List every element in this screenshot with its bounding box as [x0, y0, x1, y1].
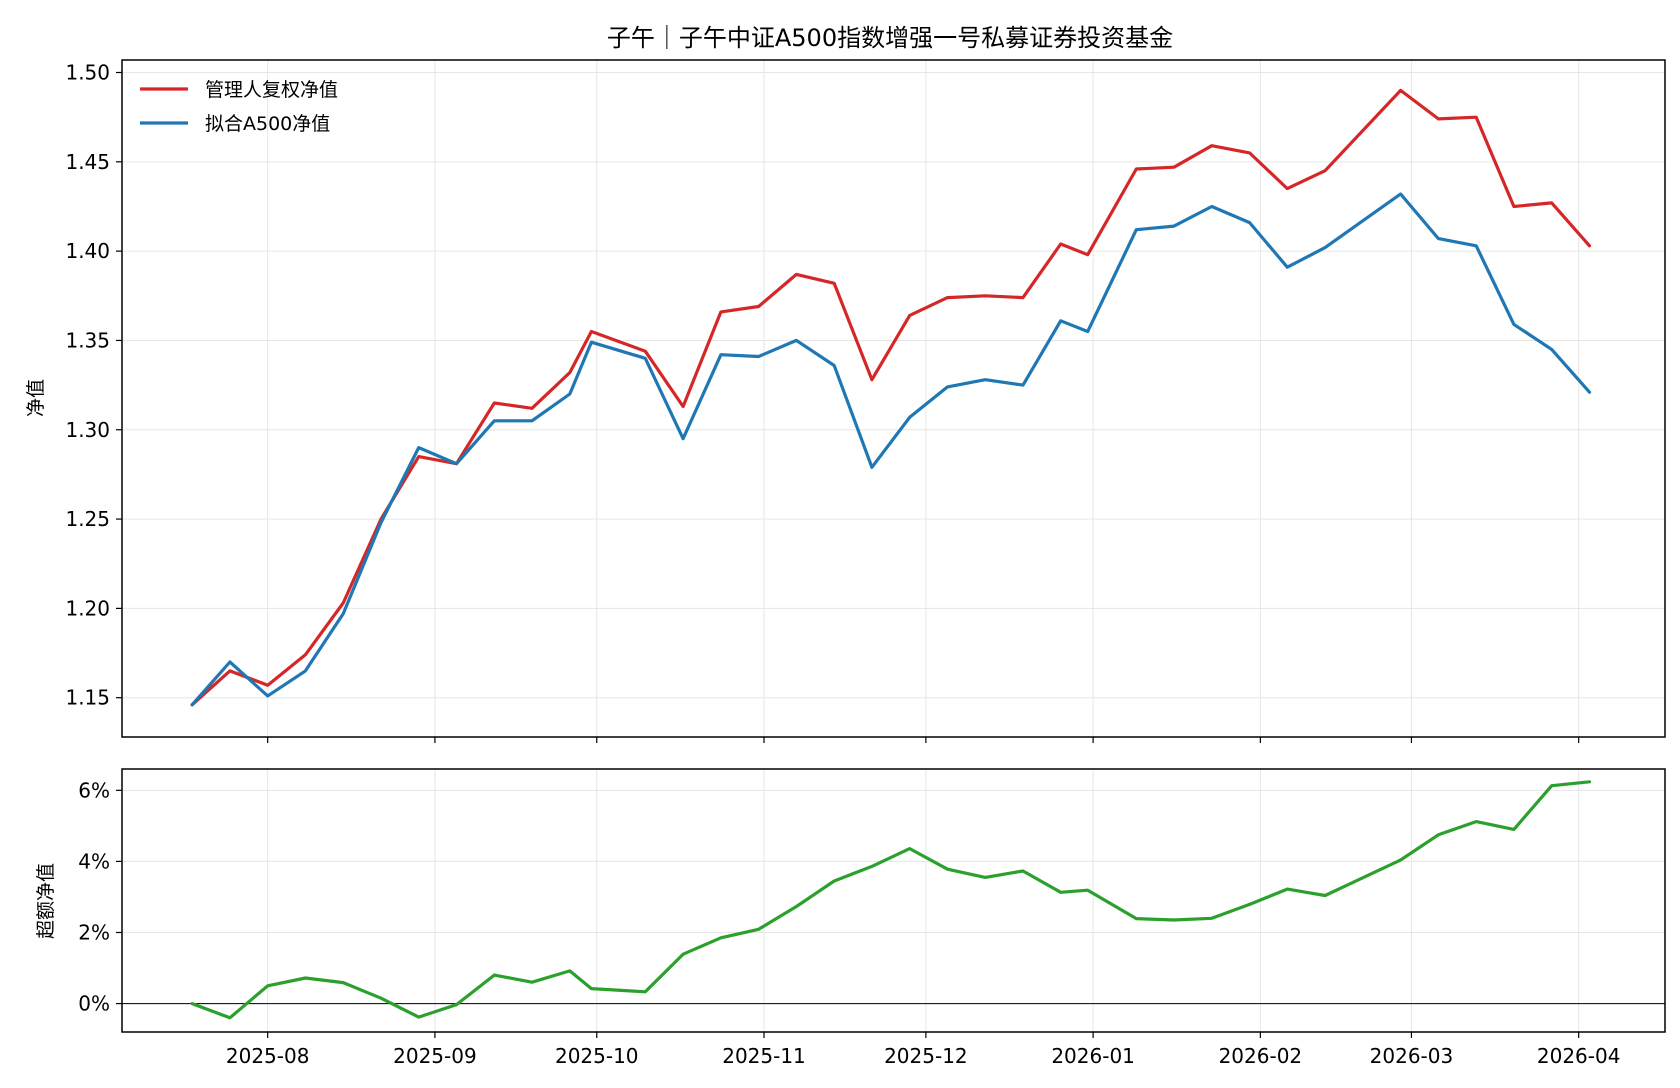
top-grid [122, 60, 1665, 737]
x-tick-label: 2026-02 [1219, 1044, 1303, 1068]
top-y-tick-label: 1.40 [65, 239, 110, 263]
bottom-grid [122, 769, 1665, 1032]
top-y-tick-label: 1.15 [65, 686, 110, 710]
top-y-axis-label: 净值 [25, 379, 47, 417]
bottom-x-ticks: 2025-08 2025-09 2025-10 2025-11 2025-12 2026-… [226, 1032, 1621, 1068]
top-y-tick-label: 1.25 [65, 507, 110, 531]
bottom-y-tick-label: 6% [78, 778, 110, 802]
bottom-y-axis-label: 超额净值 [35, 863, 57, 939]
chart-title: 子午｜子午中证A500指数增强一号私募证券投资基金 [607, 24, 1173, 52]
x-tick-label: 2025-09 [393, 1044, 477, 1068]
x-tick-label: 2025-11 [722, 1044, 806, 1068]
top-y-tick-label: 1.30 [65, 418, 110, 442]
bottom-y-ticks: 0% 2% 4% 6% [78, 778, 122, 1016]
legend-label-a500: 拟合A500净值 [205, 113, 330, 135]
top-lines [190, 88, 1592, 707]
series-line-manager-nav [190, 88, 1592, 707]
top-y-tick-label: 1.35 [65, 328, 110, 352]
top-plot-frame [121, 59, 1666, 738]
x-tick-label: 2025-08 [226, 1044, 310, 1068]
top-y-tick-label: 1.45 [65, 150, 110, 174]
top-plot-area [122, 60, 1665, 737]
top-panel: 1.15 1.20 1.25 1.30 1.35 1.40 1.45 1.50 净值 管理人复… [25, 59, 1666, 743]
top-y-ticks: 1.15 1.20 1.25 1.30 1.35 1.40 1.45 1.50 [65, 61, 122, 710]
series-line-excess-nav [190, 780, 1592, 1020]
bottom-y-tick-label: 4% [78, 849, 110, 873]
bottom-plot-area [122, 769, 1665, 1032]
top-y-tick-label: 1.20 [65, 596, 110, 620]
bottom-plot-frame [121, 768, 1666, 1033]
x-tick-label: 2026-03 [1370, 1044, 1454, 1068]
series-line-a500-nav [190, 192, 1592, 707]
x-tick-label: 2026-04 [1537, 1044, 1621, 1068]
bottom-panel: 0%2%4%6% 2025-08 2025-09 2025-10 2025-11 202… [35, 768, 1666, 1068]
top-y-tick-label: 1.50 [65, 61, 110, 85]
legend-label-manager: 管理人复权净值 [205, 79, 338, 101]
x-tick-label: 2025-12 [884, 1044, 968, 1068]
x-tick-label: 2026-01 [1051, 1044, 1135, 1068]
bottom-y-tick-label: 2% [78, 920, 110, 944]
top-x-ticks [267, 737, 1580, 743]
x-tick-label: 2025-10 [555, 1044, 639, 1068]
legend: 管理人复权净值 拟合A500净值 [140, 79, 338, 135]
bottom-y-tick-label: 0% [78, 992, 110, 1016]
bottom-lines [190, 780, 1592, 1020]
